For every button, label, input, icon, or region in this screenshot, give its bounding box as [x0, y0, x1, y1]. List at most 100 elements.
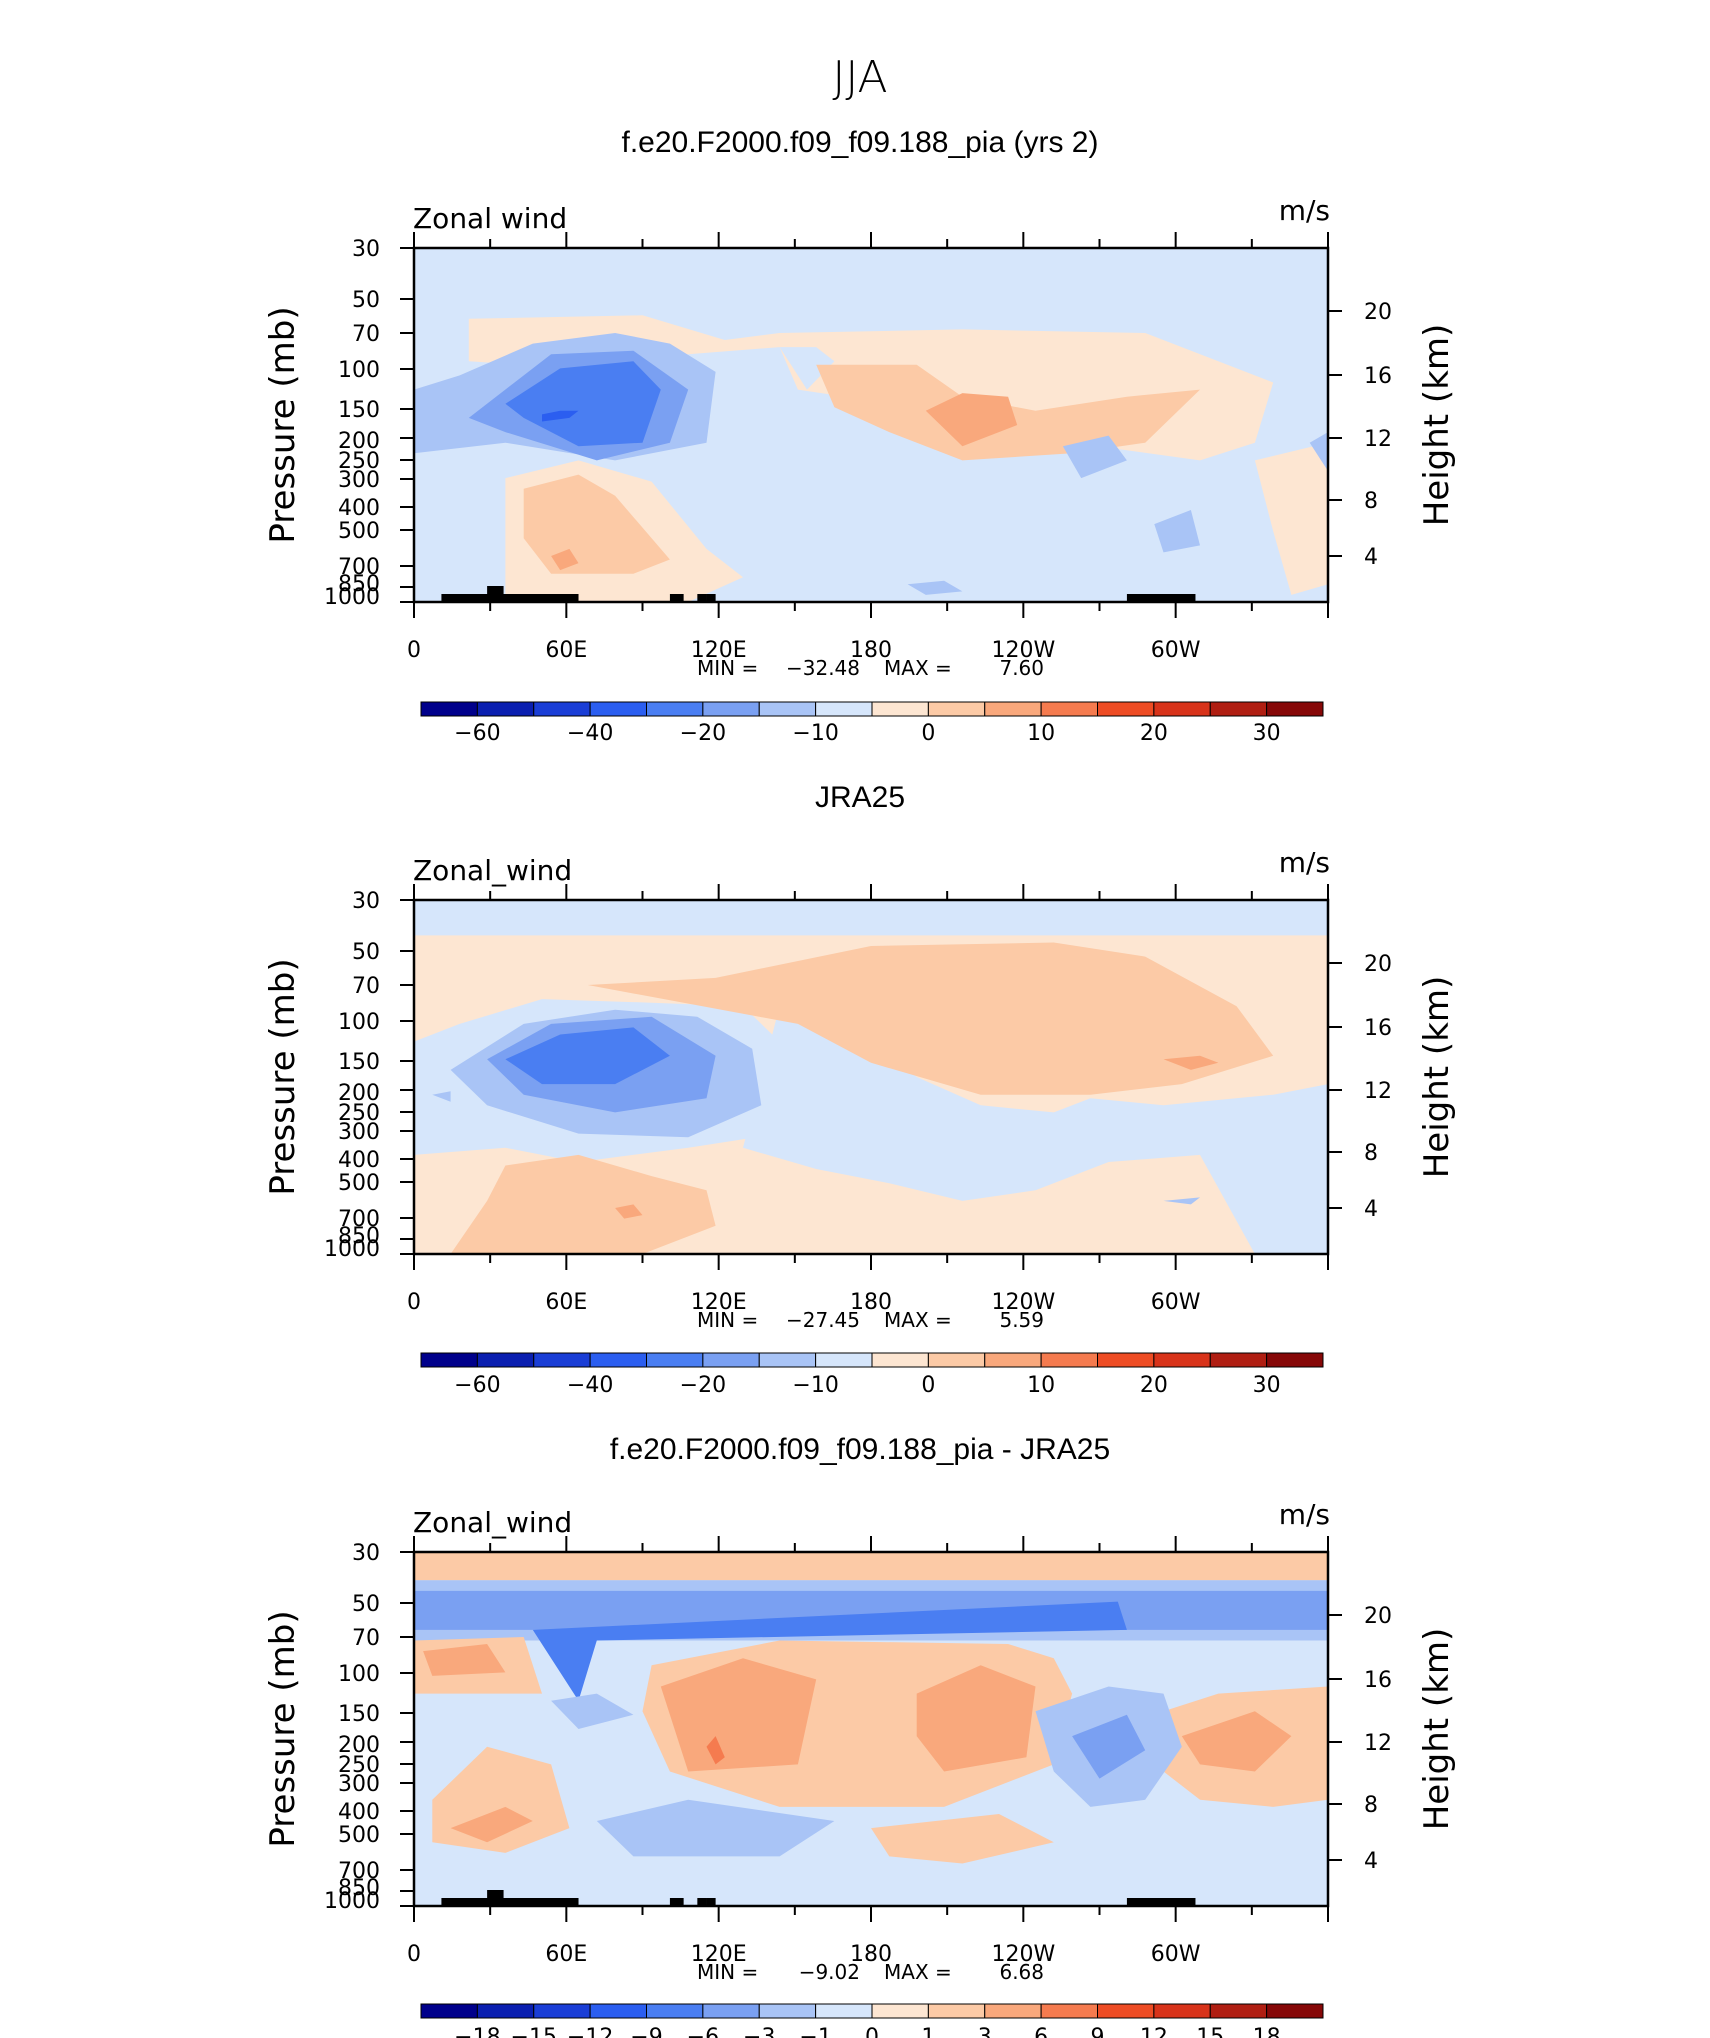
contour-region	[450, 1154, 716, 1254]
y-tick-label: 100	[338, 1662, 380, 1687]
y-tick-label: 50	[352, 1592, 380, 1617]
y-tick-label: 400	[338, 1148, 380, 1173]
contour-field	[414, 1552, 1328, 1906]
y-tick-label: 50	[352, 288, 380, 313]
colorbar-swatch	[1153, 2003, 1211, 2019]
y-right-tick-label: 12	[1364, 427, 1392, 452]
y-tick-label: 200	[338, 1733, 380, 1758]
x-tick-label: 120W	[991, 1290, 1055, 1315]
colorbar-swatch	[646, 2003, 704, 2019]
colorbar-swatch	[815, 701, 873, 717]
y-axis-label: Pressure (mb)	[263, 1610, 303, 1847]
y-right-tick-label: 8	[1364, 489, 1378, 514]
topography-block	[1126, 1898, 1196, 1906]
colorbar-swatch	[589, 2003, 647, 2019]
contour-region	[1181, 1711, 1292, 1772]
topography-block	[706, 594, 716, 602]
y-tick-label: 500	[338, 519, 380, 544]
y-right-tick-label: 12	[1364, 1079, 1392, 1104]
contour-region	[1072, 1714, 1146, 1779]
contour-region	[532, 1601, 1127, 1701]
x-tick-label: 60E	[545, 638, 587, 663]
colorbar-label: 0	[865, 2025, 879, 2038]
variable-label: Zonal_wind	[413, 1506, 572, 1539]
x-tick-label: 60E	[545, 1942, 587, 1967]
colorbar-swatch	[815, 2003, 873, 2019]
colorbar-label: 1	[921, 2025, 935, 2038]
colorbar-swatch	[1266, 1352, 1324, 1368]
colorbar-swatch	[1153, 701, 1211, 717]
y-right-tick-label: 4	[1364, 1849, 1378, 1874]
colorbar-label: 20	[1140, 721, 1168, 746]
contour-region	[1163, 1055, 1219, 1070]
colorbar-swatch	[646, 701, 704, 717]
max-value: 7.60	[999, 656, 1044, 680]
y-right-axis-label: Height (km)	[1417, 324, 1457, 527]
colorbar-label: 10	[1027, 1373, 1055, 1398]
colorbar-swatch	[533, 701, 591, 717]
colorbar-label: 0	[921, 1373, 935, 1398]
y-right-tick-label: 20	[1364, 1604, 1392, 1629]
colorbar-label: −20	[680, 721, 726, 746]
contour-region	[542, 410, 579, 422]
y-tick-label: 100	[338, 1010, 380, 1035]
contour-region	[916, 1665, 1036, 1772]
contour-region	[1163, 1197, 1200, 1205]
colorbar-swatch	[533, 1352, 591, 1368]
colorbar-label: −18	[454, 2025, 500, 2038]
y-tick-label: 700	[338, 1207, 380, 1232]
y-right-tick-label: 8	[1364, 1141, 1378, 1166]
y-tick-label: 250	[338, 449, 380, 474]
variable-label: Zonal wind	[413, 202, 567, 235]
colorbar-swatch	[702, 701, 760, 717]
colorbar-swatch	[646, 1352, 704, 1368]
colorbar-label: −40	[567, 721, 613, 746]
x-tick-label: 0	[407, 638, 421, 663]
topography-block	[491, 1898, 579, 1906]
contour-region	[925, 393, 1018, 447]
y-tick-label: 1000	[324, 1889, 380, 1914]
y-axis-label: Pressure (mb)	[263, 958, 303, 1195]
y-tick-label: 850	[338, 1876, 380, 1901]
figure-title: JJA	[832, 52, 887, 103]
colorbar-label: 6	[1034, 2025, 1048, 2038]
x-tick-label: 60W	[1151, 638, 1201, 663]
y-right-tick-label: 16	[1364, 1668, 1392, 1693]
topography-block	[697, 1898, 707, 1906]
contour-region	[779, 347, 835, 390]
colorbar-swatch	[1153, 1352, 1211, 1368]
panel-1: f.e20.F2000.f09_f09.188_pia (yrs 2) 0 60E 1…	[263, 126, 1457, 746]
colorbar-swatch	[1266, 2003, 1324, 2019]
units-label: m/s	[1279, 846, 1330, 879]
y-tick-label: 1000	[324, 585, 380, 610]
y-tick-label: 150	[338, 398, 380, 423]
colorbar-swatch	[871, 1352, 929, 1368]
panel-title: f.e20.F2000.f09_f09.188_pia (yrs 2)	[622, 126, 1099, 159]
topography-block	[487, 1890, 504, 1898]
contour-region	[615, 1204, 643, 1219]
colorbar-swatch	[1209, 2003, 1268, 2019]
y-tick-label: 100	[338, 358, 380, 383]
y-right-axis-label: Height (km)	[1417, 976, 1457, 1179]
colorbar-swatch	[533, 2003, 591, 2019]
colorbar: −60 −40 −20 −10 0 10 20 30	[420, 701, 1324, 746]
colorbar-swatch	[758, 701, 817, 717]
y-right-tick-label: 4	[1364, 545, 1378, 570]
x-tick-label: 60E	[545, 1290, 587, 1315]
contour-field	[414, 248, 1328, 602]
contour-region	[505, 1027, 670, 1085]
y-tick-label: 300	[338, 468, 380, 493]
colorbar-swatch	[758, 1352, 817, 1368]
contour-region	[551, 1693, 634, 1729]
colorbar-label: 0	[921, 721, 935, 746]
colorbar-swatch	[702, 1352, 760, 1368]
max-value: 5.59	[999, 1308, 1044, 1332]
contour-region	[505, 361, 661, 447]
contour-region	[1309, 432, 1328, 471]
colorbar-label: 20	[1140, 1373, 1168, 1398]
units-label: m/s	[1279, 194, 1330, 227]
colorbar-swatch	[1097, 701, 1155, 717]
colorbar-swatch	[871, 701, 929, 717]
